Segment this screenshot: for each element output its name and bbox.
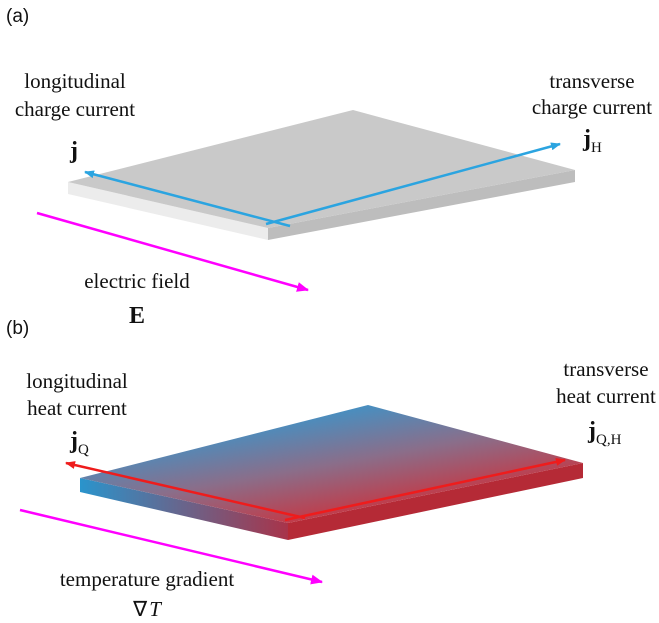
symbol: jQ xyxy=(69,428,89,458)
symbol: jH xyxy=(582,126,602,156)
label: electric field xyxy=(84,269,190,293)
label: charge current xyxy=(15,97,135,121)
diagram: (a) longitudinal charge current j transv… xyxy=(0,0,659,623)
label: transverse xyxy=(563,357,648,381)
subscript: Q xyxy=(78,442,89,458)
label: charge current xyxy=(532,95,652,119)
symbol: ∇ xyxy=(132,597,148,621)
subscript: Q,H xyxy=(596,432,622,448)
symbol: E xyxy=(129,303,145,329)
symbol: j xyxy=(582,126,591,152)
symbol: jQ,H xyxy=(587,418,622,448)
symbol: j xyxy=(587,418,596,444)
subscript: H xyxy=(591,140,602,156)
symbol: T xyxy=(149,597,162,621)
label: longitudinal xyxy=(24,69,126,93)
panel-label: (a) xyxy=(6,6,29,27)
label: heat current xyxy=(556,384,656,408)
symbol: j xyxy=(69,428,78,454)
label: longitudinal xyxy=(26,369,128,393)
label: heat current xyxy=(27,396,127,420)
symbol: ∇T xyxy=(132,597,162,621)
label: temperature gradient xyxy=(60,567,234,591)
panel-label: (b) xyxy=(6,318,29,339)
label: transverse xyxy=(549,69,634,93)
symbol: j xyxy=(69,138,78,164)
